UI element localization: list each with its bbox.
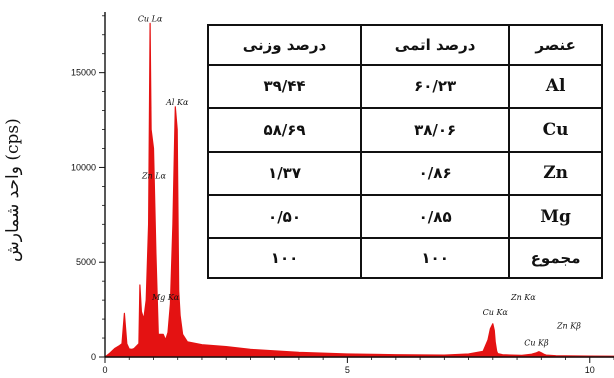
y-tick-label: 5000	[76, 257, 96, 267]
spectrum-series-0	[104, 22, 614, 358]
x-tick-label: 0	[102, 365, 107, 375]
cell-weight: ۵۸/۶۹	[206, 107, 363, 153]
table-row: ۱/۳۷ ۰/۸۶ Zn	[206, 150, 603, 196]
header-atomic-percent: درصد اتمی	[360, 24, 511, 66]
peak-label: Zn Kα	[510, 293, 536, 302]
axes	[99, 12, 614, 363]
cell-element: مجموع	[508, 237, 603, 279]
peak-label: Cu Kα	[483, 308, 509, 317]
cell-weight: ۱/۳۷	[206, 150, 363, 196]
tick-labels: 0 5000 10000 15000 0 5 10	[71, 68, 595, 375]
spectrum-area	[104, 22, 614, 358]
cell-element: Mg	[508, 193, 603, 240]
cell-atomic: ۱۰۰	[360, 237, 511, 279]
header-element: عنصر	[508, 24, 603, 66]
table-row: ۰/۵۰ ۰/۸۵ Mg	[206, 193, 603, 240]
peak-label: Cu Kβ	[524, 339, 549, 348]
table-row: ۱۰۰ ۱۰۰ مجموع	[206, 237, 603, 279]
table-row: ۳۹/۴۴ ۶۰/۲۳ Al	[206, 63, 603, 110]
composition-table: درصد وزنی درصد اتمی عنصر ۳۹/۴۴ ۶۰/۲۳ Al …	[206, 24, 603, 279]
peak-label: Al Kα	[165, 98, 189, 107]
peak-label: Zn Kβ	[556, 321, 581, 330]
cell-weight: ۰/۵۰	[206, 193, 363, 240]
peak-label: Zn Lα	[141, 172, 167, 181]
cell-weight: ۱۰۰	[206, 237, 363, 279]
y-tick-label: 0	[91, 352, 96, 362]
header-weight-percent: درصد وزنی	[206, 24, 363, 66]
y-tick-label: 15000	[71, 68, 96, 78]
cell-atomic: ۳۸/۰۶	[360, 107, 511, 153]
cell-element: Al	[508, 63, 603, 110]
cell-atomic: ۰/۸۶	[360, 150, 511, 196]
cell-element: Zn	[508, 150, 603, 196]
cell-atomic: ۰/۸۵	[360, 193, 511, 240]
peak-label: Mg Kα	[151, 293, 180, 302]
cell-atomic: ۶۰/۲۳	[360, 63, 511, 110]
y-tick-label: 10000	[71, 162, 96, 172]
x-tick-label: 10	[585, 365, 595, 375]
peak-label: Cu Lα	[138, 14, 163, 23]
x-tick-label: 5	[345, 365, 350, 375]
table-header-row: درصد وزنی درصد اتمی عنصر	[206, 24, 603, 66]
cell-weight: ۳۹/۴۴	[206, 63, 363, 110]
cell-element: Cu	[508, 107, 603, 153]
table-row: ۵۸/۶۹ ۳۸/۰۶ Cu	[206, 107, 603, 153]
